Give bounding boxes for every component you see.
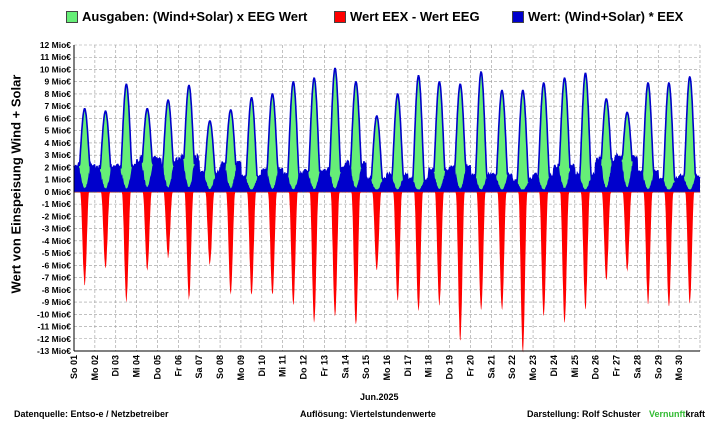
y-tick-label: -4 Mio€ bbox=[42, 236, 72, 246]
series-line-ausgaben bbox=[73, 67, 701, 185]
x-tick-label: Sa 21 bbox=[486, 355, 496, 379]
y-axis-title: Wert von Einspeisung Wind + Solar bbox=[8, 74, 24, 294]
x-tick-label: So 15 bbox=[361, 355, 371, 379]
x-tick-label: Di 17 bbox=[403, 355, 413, 377]
y-tick-label: -1 Mio€ bbox=[42, 199, 72, 209]
x-tick-label: So 29 bbox=[653, 355, 663, 379]
y-tick-label: 8 Mio€ bbox=[45, 89, 72, 99]
legend-swatch-blue bbox=[512, 10, 524, 23]
x-tick-label: So 01 bbox=[69, 355, 79, 379]
y-tick-label: 0 Mio€ bbox=[45, 187, 72, 197]
footer-author-text: Darstellung: Rolf Schuster bbox=[527, 409, 641, 419]
y-tick-label: 1 Mio€ bbox=[45, 175, 72, 185]
legend-label: Wert: (Wind+Solar) * EEX bbox=[528, 9, 684, 24]
legend-swatch-green bbox=[66, 10, 78, 23]
x-tick-label: Mi 11 bbox=[278, 355, 288, 377]
x-tick-label: Di 24 bbox=[549, 355, 559, 377]
x-tick-label: Sa 28 bbox=[632, 355, 642, 379]
x-tick-label: Do 05 bbox=[152, 355, 162, 380]
x-tick-label: Mo 02 bbox=[90, 355, 100, 381]
x-tick-label: Do 26 bbox=[591, 355, 601, 380]
x-tick-label: Fr 13 bbox=[319, 355, 329, 377]
series-area-diff bbox=[74, 191, 700, 353]
y-tick-label: 10 Mio€ bbox=[40, 64, 71, 74]
x-tick-label: Sa 07 bbox=[194, 355, 204, 379]
legend-item-diff: Wert EEX - Wert EEG bbox=[334, 9, 480, 24]
legend-item-eex: Wert: (Wind+Solar) * EEX bbox=[512, 9, 683, 24]
legend-swatch-red bbox=[334, 10, 346, 23]
y-tick-label: -8 Mio€ bbox=[42, 285, 72, 295]
y-tick-label: -3 Mio€ bbox=[42, 224, 72, 234]
y-tick-label: 12 Mio€ bbox=[40, 40, 71, 50]
x-tick-label: So 22 bbox=[507, 355, 517, 379]
legend-label: Ausgaben: (Wind+Solar) x EEG Wert bbox=[82, 9, 308, 24]
y-tick-label: 11 Mio€ bbox=[40, 52, 71, 62]
y-tick-label: 2 Mio€ bbox=[45, 162, 72, 172]
y-tick-label: -5 Mio€ bbox=[42, 248, 72, 258]
x-tick-label: Mo 30 bbox=[674, 355, 684, 381]
x-tick-label: Fr 27 bbox=[612, 355, 622, 377]
footer-resolution: Auflösung: Viertelstundenwerte bbox=[300, 409, 436, 419]
x-tick-label: So 08 bbox=[215, 355, 225, 379]
y-tick-label: 9 Mio€ bbox=[45, 77, 72, 87]
footer-source: Datenquelle: Entso-e / Netzbetreiber bbox=[14, 409, 169, 419]
y-tick-label: 7 Mio€ bbox=[45, 101, 72, 111]
x-tick-label: Mo 16 bbox=[382, 355, 392, 381]
x-tick-labels: So 01 Mo 02 Di 03 Mi 04 Do 05 Fr 06 Sa 07 So 08… bbox=[69, 355, 684, 381]
brand-kraft: kraft bbox=[685, 409, 705, 419]
y-tick-label: -9 Mio€ bbox=[42, 297, 72, 307]
y-tick-label: -11 Mio€ bbox=[37, 322, 71, 332]
legend-item-eeg: Ausgaben: (Wind+Solar) x EEG Wert bbox=[66, 9, 307, 24]
series-area-ausgaben bbox=[74, 68, 700, 192]
x-tick-label: Mi 25 bbox=[570, 355, 580, 378]
footer-author: Darstellung: Rolf Schuster Vernunftkraft bbox=[527, 409, 705, 419]
y-tick-label: -2 Mio€ bbox=[42, 211, 72, 221]
y-tick-label: -13 Mio€ bbox=[37, 346, 71, 356]
y-tick-label: -6 Mio€ bbox=[42, 260, 72, 270]
x-tick-label: Do 19 bbox=[445, 355, 455, 380]
x-tick-label: Mo 23 bbox=[528, 355, 538, 381]
y-tick-label: 4 Mio€ bbox=[45, 138, 72, 148]
x-tick-label: Di 03 bbox=[111, 355, 121, 377]
x-tick-label: Di 10 bbox=[257, 355, 267, 377]
x-tick-label: Mi 18 bbox=[424, 355, 434, 378]
y-tick-labels: 12 Mio€ 11 Mio€ 10 Mio€ 9 Mio€ 8 Mio€ 7 Mio€ 6… bbox=[37, 40, 71, 356]
x-tick-label: Mi 04 bbox=[132, 355, 142, 378]
y-tick-label: -10 Mio€ bbox=[37, 309, 71, 319]
y-tick-label: -12 Mio€ bbox=[37, 334, 71, 344]
x-tick-label: Fr 20 bbox=[465, 355, 475, 377]
x-tick-label: Do 12 bbox=[299, 355, 309, 380]
y-tick-label: 6 Mio€ bbox=[45, 113, 72, 123]
axes bbox=[73, 45, 700, 352]
legend-label: Wert EEX - Wert EEG bbox=[350, 9, 480, 24]
x-tick-label: Sa 14 bbox=[340, 355, 350, 379]
y-tick-label: 5 Mio€ bbox=[45, 126, 72, 136]
y-tick-label: -7 Mio€ bbox=[42, 273, 72, 283]
chart-areas bbox=[73, 67, 701, 353]
series-area-eex bbox=[74, 154, 700, 192]
x-tick-label: Mo 09 bbox=[236, 355, 246, 381]
x-tick-label: Fr 06 bbox=[173, 355, 183, 377]
x-axis-title: Jun.2025 bbox=[360, 392, 399, 402]
brand-vernunft: Vernunft bbox=[649, 409, 686, 419]
y-tick-label: 3 Mio€ bbox=[45, 150, 72, 160]
